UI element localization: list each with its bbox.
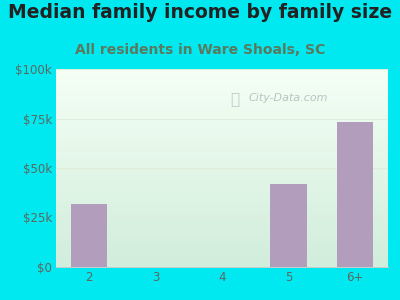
Text: Median family income by family size: Median family income by family size <box>8 3 392 22</box>
Text: All residents in Ware Shoals, SC: All residents in Ware Shoals, SC <box>75 44 325 58</box>
Bar <box>71 204 108 267</box>
Bar <box>270 184 307 267</box>
Bar <box>336 122 373 267</box>
Text: City-Data.com: City-Data.com <box>248 93 328 103</box>
Text: ⦿: ⦿ <box>230 92 240 107</box>
